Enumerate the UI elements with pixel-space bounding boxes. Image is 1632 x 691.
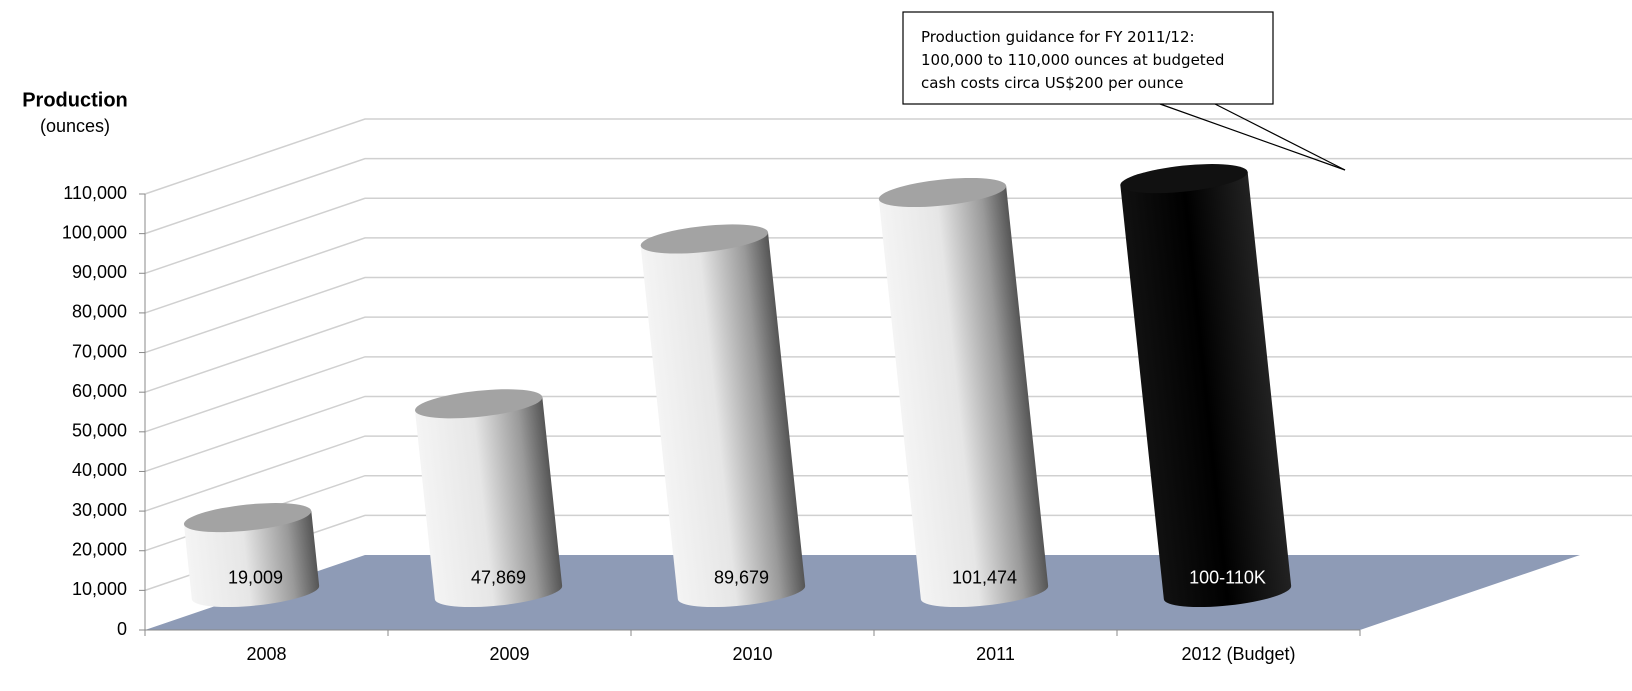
callout-line xyxy=(1159,103,1346,171)
floor xyxy=(145,555,1632,630)
grid-line xyxy=(144,395,1632,473)
y-tick-label: 100,000 xyxy=(62,222,127,242)
callout-line xyxy=(1214,103,1346,171)
grid-line xyxy=(144,157,1632,235)
value-label: 89,679 xyxy=(714,567,769,587)
annotation-text: cash costs circa US$200 per ounce xyxy=(921,74,1184,92)
y-tick-label: 60,000 xyxy=(72,381,127,401)
value-label: 100-110K xyxy=(1189,567,1266,587)
value-label: 19,009 xyxy=(228,567,283,587)
y-tick-label: 10,000 xyxy=(72,579,127,599)
y-axis-label: Production xyxy=(22,89,128,111)
cylinder xyxy=(1120,164,1292,608)
y-tick-label: 40,000 xyxy=(72,460,127,480)
annotation: Production guidance for FY 2011/12: 100,0… xyxy=(902,11,1346,171)
cylinder xyxy=(183,503,320,608)
grid-line xyxy=(144,474,1632,552)
annotation-text: Production guidance for FY 2011/12: xyxy=(921,28,1195,46)
y-axis-unit: (ounces) xyxy=(40,116,110,136)
x-tick-label: 2010 xyxy=(732,644,772,664)
y-tick-label: 110,000 xyxy=(63,183,127,203)
value-label: 47,869 xyxy=(471,567,526,587)
bar-top xyxy=(640,224,769,254)
bar-top xyxy=(415,389,543,419)
bar-top xyxy=(1120,164,1248,194)
grid-line xyxy=(144,356,1632,433)
bar-top xyxy=(183,503,312,533)
x-tick-label: 2008 xyxy=(246,644,286,664)
y-tick-label: 0 xyxy=(117,619,127,639)
grid-line xyxy=(144,435,1632,512)
y-tick-label: 80,000 xyxy=(72,302,127,322)
value-label: 101,474 xyxy=(952,567,1017,587)
y-tick-label: 90,000 xyxy=(72,262,127,282)
grid-line xyxy=(144,118,1632,195)
bar xyxy=(878,185,1049,608)
cylinder xyxy=(878,177,1049,608)
y-tick-label: 70,000 xyxy=(72,341,127,361)
annotation-text: 100,000 to 110,000 ounces at budgeted xyxy=(921,51,1224,69)
bar-top xyxy=(878,177,1007,208)
y-tick-label: 50,000 xyxy=(72,421,127,441)
x-tick-label: 2009 xyxy=(489,644,529,664)
y-tick-label: 20,000 xyxy=(72,539,127,559)
bar xyxy=(1120,171,1292,608)
bar xyxy=(183,510,320,608)
bar xyxy=(640,232,806,608)
bar xyxy=(415,397,563,608)
grid-line xyxy=(144,316,1632,393)
x-tick-label: 2012 (Budget) xyxy=(1181,644,1295,664)
x-tick-label: 2011 xyxy=(976,644,1015,664)
annotation-box xyxy=(902,11,1274,105)
cylinder xyxy=(640,224,806,608)
cylinder xyxy=(415,389,563,608)
y-tick-label: 30,000 xyxy=(72,500,127,520)
